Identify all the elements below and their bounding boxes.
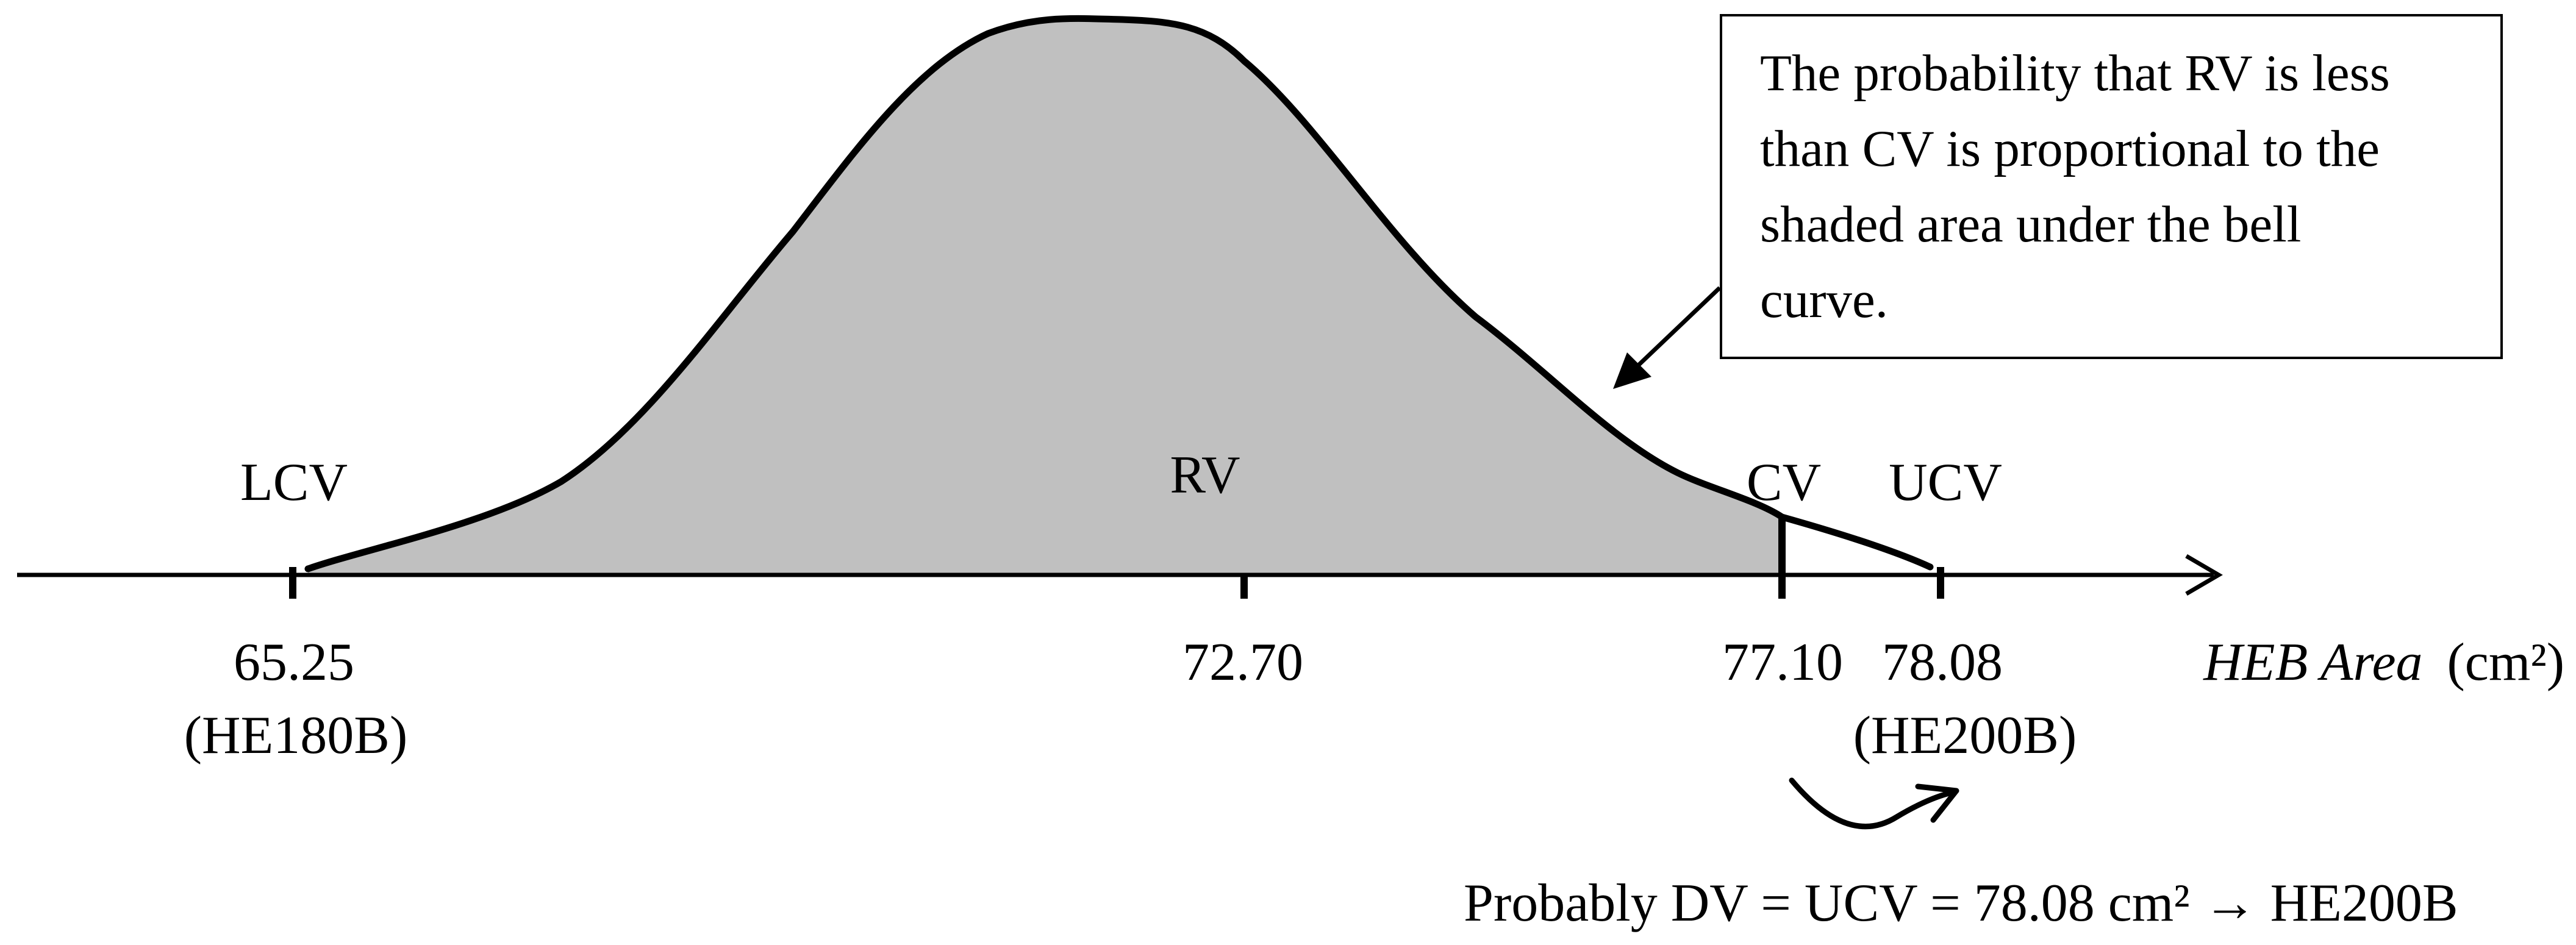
bell-curve xyxy=(304,15,1934,572)
lcv-label: LCV xyxy=(240,453,348,512)
axis-name: HEB Area xyxy=(2203,633,2422,692)
cv-label: CV xyxy=(1747,453,1821,512)
callout-line-3: shaded area under the bell xyxy=(1760,196,2301,253)
callout-box xyxy=(1720,14,2503,359)
callout-text: The probability that RV is less than CV … xyxy=(1760,45,2403,329)
conclusion-text: Probably DV = UCV = 78.08 cm² → HE200B xyxy=(1464,874,2458,933)
lcv-profile: (HE180B) xyxy=(184,706,408,765)
axis-unit: (cm²) xyxy=(2447,633,2565,692)
x-axis-arrowhead xyxy=(2185,554,2223,596)
rv-label: RV xyxy=(1170,446,1240,505)
curved-arrow-head xyxy=(1915,783,1959,823)
lcv-value: 65.25 xyxy=(234,633,354,692)
cv-value: 77.10 xyxy=(1722,633,1843,692)
callout-line-4: curve. xyxy=(1760,271,1888,329)
axis-title: HEB Area (cm²) xyxy=(2203,633,2564,692)
rv-value: 72.70 xyxy=(1182,633,1303,692)
shaded-area xyxy=(308,18,1782,576)
callout-pointer-arrowhead xyxy=(1613,352,1651,389)
ucv-profile: (HE200B) xyxy=(1853,706,2077,765)
callout-pointer-arrow xyxy=(1630,286,1722,374)
ucv-label: UCV xyxy=(1889,453,2002,512)
curved-arrow xyxy=(1789,777,1955,830)
callout-line-1: The probability that RV is less xyxy=(1760,45,2390,102)
ucv-value: 78.08 xyxy=(1882,633,2003,692)
callout-line-2: than CV is proportional to the xyxy=(1760,120,2380,177)
